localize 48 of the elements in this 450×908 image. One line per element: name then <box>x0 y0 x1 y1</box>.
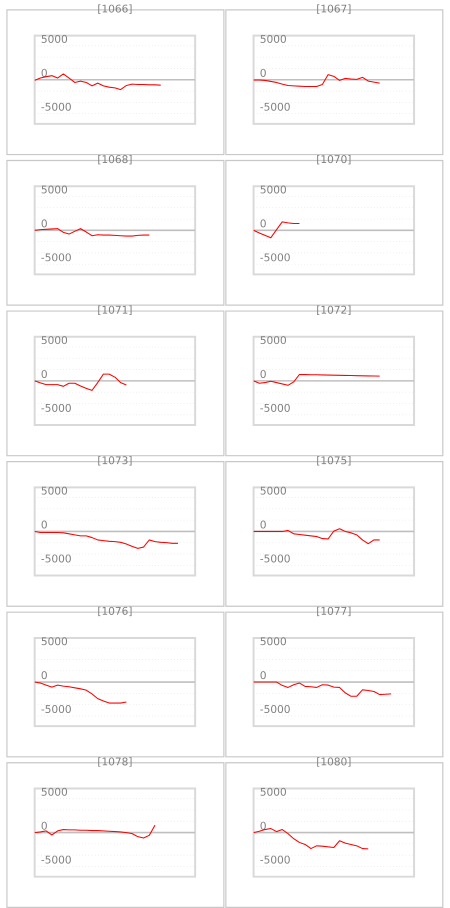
chart-title: [1073] <box>98 456 132 466</box>
chart-title: [1067] <box>317 4 351 14</box>
y-tick-label: 5000 <box>42 336 68 344</box>
y-tick-label: -5000 <box>260 253 290 262</box>
y-tick-label: 0 <box>42 671 48 680</box>
y-tick-label: 5000 <box>260 34 286 43</box>
y-tick-label: 5000 <box>260 486 286 495</box>
y-tick-label: -5000 <box>260 404 290 412</box>
y-tick-label: -5000 <box>42 856 72 864</box>
chart-title: [1072] <box>317 306 351 315</box>
y-tick-label: 0 <box>42 219 48 228</box>
y-tick-label: 0 <box>260 671 266 680</box>
y-tick-label: -5000 <box>42 253 72 262</box>
y-tick-label: 5000 <box>42 186 68 194</box>
y-tick-label: -5000 <box>260 705 290 714</box>
y-tick-label: 5000 <box>260 186 286 194</box>
y-tick-label: 0 <box>260 370 266 378</box>
y-tick-label: 5000 <box>260 788 286 796</box>
y-tick-label: 5000 <box>260 336 286 344</box>
y-tick-label: 0 <box>42 822 48 830</box>
y-tick-label: 0 <box>260 822 266 830</box>
y-tick-label: 0 <box>42 370 48 378</box>
y-tick-label: -5000 <box>42 404 72 412</box>
chart-title: [1080] <box>317 757 351 767</box>
y-tick-label: 5000 <box>42 34 68 43</box>
y-tick-label: -5000 <box>42 554 72 562</box>
y-tick-label: 0 <box>260 68 266 77</box>
chart-title: [1077] <box>317 606 351 616</box>
y-tick-label: -5000 <box>42 705 72 714</box>
chart-title: [1075] <box>317 456 351 466</box>
chart-title: [1076] <box>98 606 132 616</box>
chart-title: [1070] <box>317 154 351 164</box>
y-tick-label: -5000 <box>260 102 290 111</box>
y-tick-label: 0 <box>42 520 48 529</box>
chart-title: [1078] <box>98 757 132 767</box>
y-tick-label: -5000 <box>42 102 72 111</box>
y-tick-label: 5000 <box>42 788 68 796</box>
y-tick-label: 0 <box>42 68 48 77</box>
y-tick-label: 5000 <box>42 486 68 495</box>
y-tick-label: 5000 <box>260 637 286 646</box>
y-tick-label: -5000 <box>260 856 290 864</box>
y-tick-label: 5000 <box>42 637 68 646</box>
chart-title: [1068] <box>98 154 132 164</box>
y-tick-label: 0 <box>260 520 266 529</box>
chart-title: [1071] <box>98 306 132 315</box>
y-tick-label: -5000 <box>260 554 290 562</box>
y-tick-label: 0 <box>260 219 266 228</box>
chart-title: [1066] <box>98 4 132 14</box>
